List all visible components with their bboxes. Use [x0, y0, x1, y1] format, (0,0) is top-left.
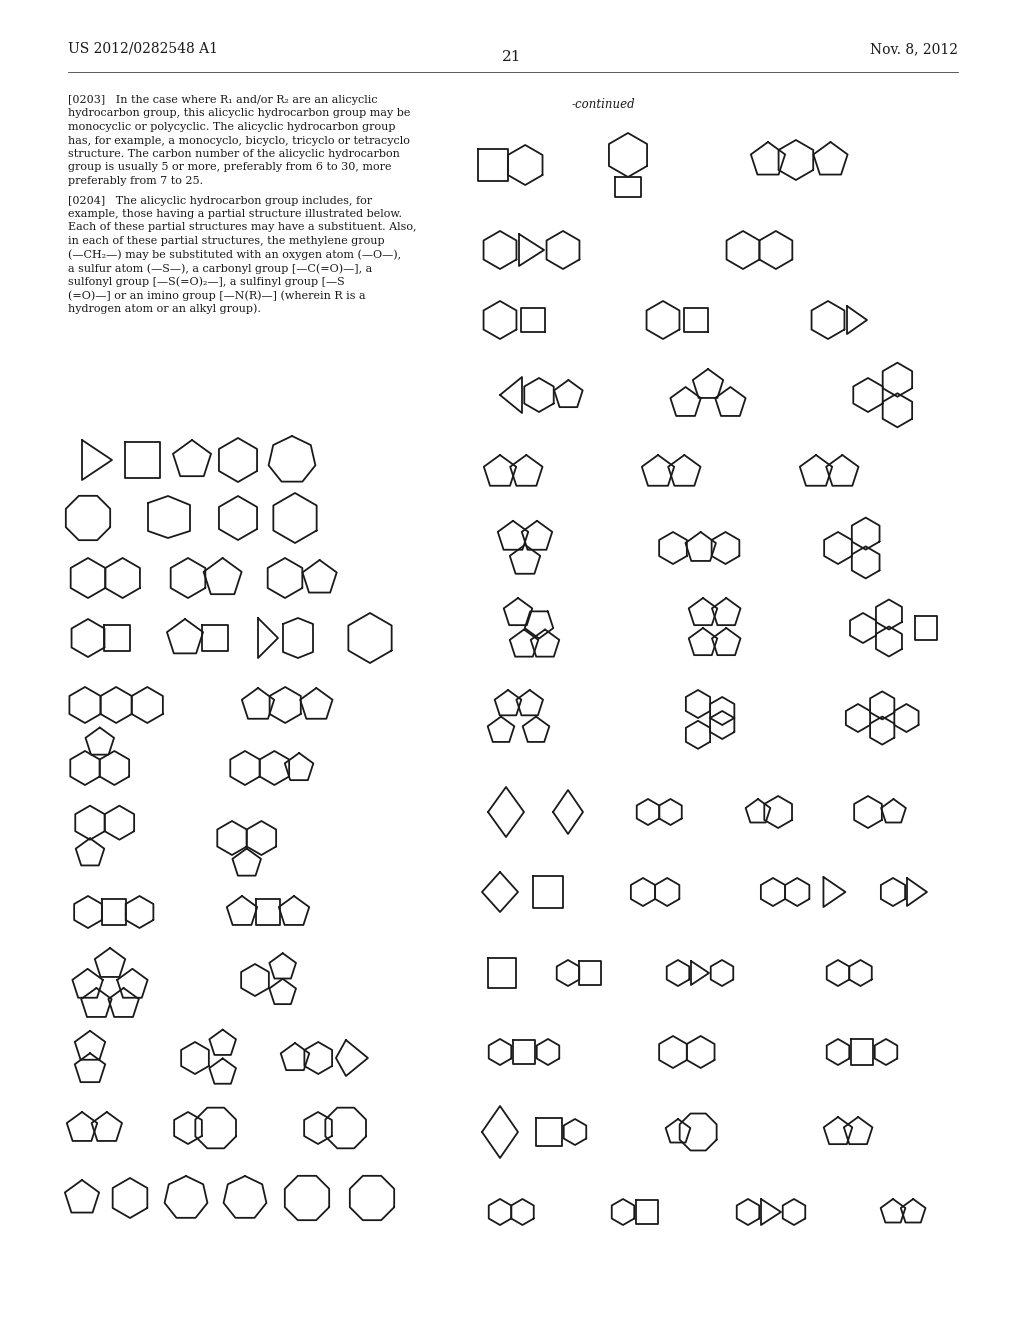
Text: structure. The carbon number of the alicyclic hydrocarbon: structure. The carbon number of the alic…	[68, 149, 400, 158]
Text: Nov. 8, 2012: Nov. 8, 2012	[870, 42, 958, 55]
Text: (—CH₂—) may be substituted with an oxygen atom (—O—),: (—CH₂—) may be substituted with an oxyge…	[68, 249, 401, 260]
Text: preferably from 7 to 25.: preferably from 7 to 25.	[68, 176, 203, 186]
Text: [0204]   The alicyclic hydrocarbon group includes, for: [0204] The alicyclic hydrocarbon group i…	[68, 195, 372, 206]
Text: 21: 21	[502, 50, 522, 63]
Text: Each of these partial structures may have a substituent. Also,: Each of these partial structures may hav…	[68, 223, 417, 232]
Text: sulfonyl group [—S(=O)₂—], a sulfinyl group [—S: sulfonyl group [—S(=O)₂—], a sulfinyl gr…	[68, 276, 345, 286]
Text: -continued: -continued	[572, 98, 636, 111]
Text: example, those having a partial structure illustrated below.: example, those having a partial structur…	[68, 209, 402, 219]
Text: monocyclic or polycyclic. The alicyclic hydrocarbon group: monocyclic or polycyclic. The alicyclic …	[68, 121, 395, 132]
Text: hydrogen atom or an alkyl group).: hydrogen atom or an alkyl group).	[68, 304, 261, 314]
Text: [0203]   In the case where R₁ and/or R₂ are an alicyclic: [0203] In the case where R₁ and/or R₂ ar…	[68, 95, 378, 106]
Text: has, for example, a monocyclo, bicyclo, tricyclo or tetracyclo: has, for example, a monocyclo, bicyclo, …	[68, 136, 410, 145]
Text: a sulfur atom (—S—), a carbonyl group [—C(=O)—], a: a sulfur atom (—S—), a carbonyl group [—…	[68, 263, 373, 273]
Text: US 2012/0282548 A1: US 2012/0282548 A1	[68, 42, 218, 55]
Text: in each of these partial structures, the methylene group: in each of these partial structures, the…	[68, 236, 385, 246]
Text: hydrocarbon group, this alicyclic hydrocarbon group may be: hydrocarbon group, this alicyclic hydroc…	[68, 108, 411, 119]
Text: (=O)—] or an imino group [—N(R)—] (wherein R is a: (=O)—] or an imino group [—N(R)—] (where…	[68, 290, 366, 301]
Text: group is usually 5 or more, preferably from 6 to 30, more: group is usually 5 or more, preferably f…	[68, 162, 391, 173]
